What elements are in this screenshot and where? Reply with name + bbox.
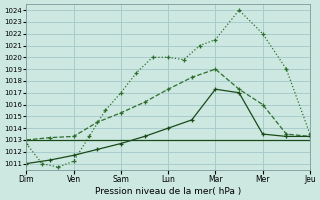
X-axis label: Pression niveau de la mer( hPa ): Pression niveau de la mer( hPa ): [95, 187, 241, 196]
